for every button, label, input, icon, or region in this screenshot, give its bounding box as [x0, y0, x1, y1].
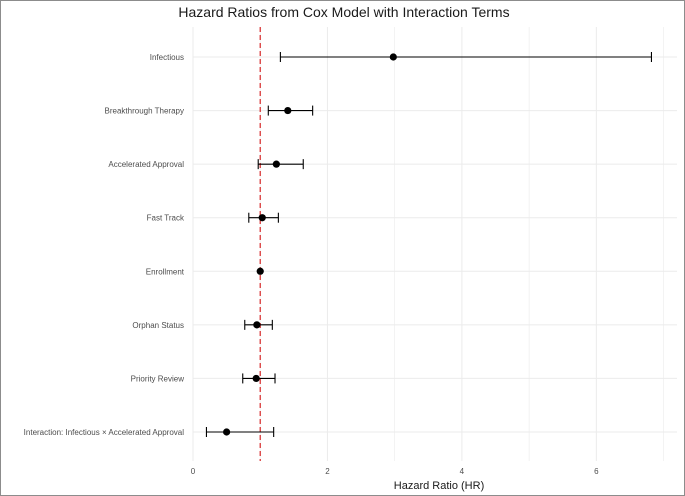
hazard-ratio-points — [223, 53, 397, 436]
hr-point — [223, 428, 231, 436]
x-tick-label: 2 — [325, 467, 330, 476]
y-axis-label: Fast Track — [147, 214, 185, 223]
confidence-intervals — [205, 52, 653, 437]
hr-point — [272, 160, 280, 168]
hr-point — [253, 321, 261, 329]
hr-point — [256, 267, 264, 275]
hr-point — [284, 106, 292, 115]
hr-point — [252, 374, 260, 383]
y-axis-label: Infectious — [150, 53, 184, 62]
y-axis-label: Breakthrough Therapy — [105, 107, 184, 116]
hr-point — [258, 214, 266, 222]
y-axis-labels: Infectious Breakthrough Therapy Accelerate… — [24, 53, 185, 437]
y-axis-label: Interaction: Infectious × Accelerated Ap… — [24, 428, 185, 437]
x-axis-tick-labels: 0 2 4 6 — [191, 467, 599, 476]
y-axis-label: Priority Review — [131, 374, 185, 383]
hr-point — [389, 53, 397, 61]
x-axis-title: Hazard Ratio (HR) — [394, 480, 484, 492]
x-tick-label: 6 — [594, 467, 599, 476]
y-axis-label: Accelerated Approval — [108, 160, 184, 169]
x-tick-label: 0 — [191, 467, 196, 476]
y-axis-label: Orphan Status — [132, 321, 184, 330]
x-tick-label: 4 — [460, 467, 465, 476]
y-axis-label: Enrollment — [146, 267, 185, 276]
chart-title: Hazard Ratios from Cox Model with Intera… — [178, 4, 509, 20]
grid-lines — [192, 27, 677, 461]
